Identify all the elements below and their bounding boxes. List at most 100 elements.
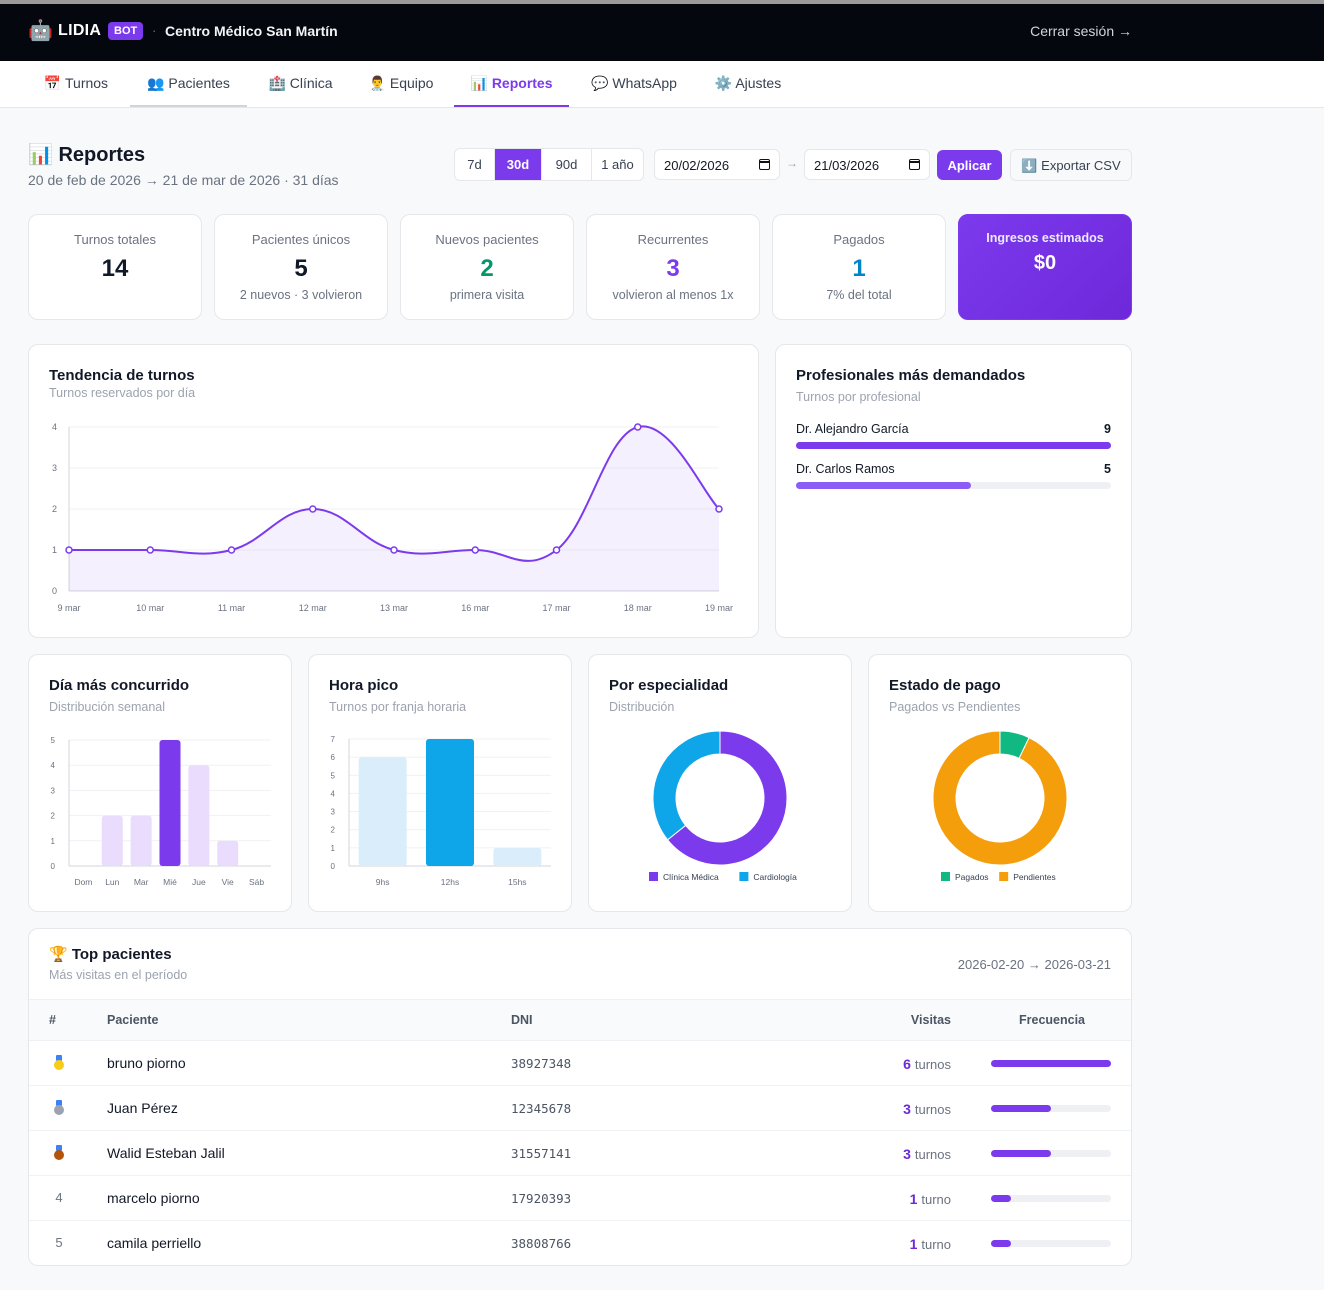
date-from-input[interactable]: 20/02/2026 [654,149,780,180]
professional-name: Dr. Alejandro García [796,422,909,436]
column-visits: Visitas [910,1013,951,1027]
column-dni: DNI [511,1013,533,1027]
trend-point [634,423,642,431]
legend-swatch [941,872,950,881]
trend-point [309,505,317,513]
bar [159,740,181,866]
calendar-icon[interactable] [909,159,920,170]
visits-unit: turno [921,1237,951,1252]
frequency-bar-track [991,1060,1111,1067]
range-1y-button[interactable]: 1 año [601,157,634,172]
y-tick-label: 3 [331,808,336,817]
table-row[interactable]: bruno piorno 38927348 6 turnos [29,1041,1131,1086]
card-subtitle: Más visitas en el período [49,968,188,982]
table-row[interactable]: 4 marcelo piorno 17920393 1 turno [29,1176,1131,1221]
table-row[interactable]: Walid Esteban Jalil 31557141 3 turnos [29,1131,1131,1176]
card-subtitle: Turnos por profesional [796,390,921,404]
bar [358,757,407,866]
patient-visits: 3 turnos [903,1146,951,1162]
bar [426,739,474,866]
frequency-bar [991,1105,1051,1112]
visits-unit: turnos [914,1147,951,1162]
stat-sub: 7% del total [826,288,892,302]
patient-dni: 12345678 [511,1101,572,1116]
busiest-day-card: Día más concurrido Distribución semanal … [28,654,292,912]
patient-visits: 1 turno [910,1236,951,1252]
range-selector: 7d 30d 90d 1 año [454,148,644,181]
column-patient: Paciente [107,1013,159,1027]
tab-clinica[interactable]: 🏥 Clínica [253,61,348,107]
card-subtitle: Pagados vs Pendientes [889,700,1021,714]
stat-sub: primera visita [449,288,525,302]
x-tick-label: 12 mar [299,603,327,613]
bar [188,765,210,866]
tab-reportes[interactable]: 📊 Reportes [454,61,569,107]
calendar-icon[interactable] [759,159,770,170]
trend-point [552,546,561,554]
trend-line [69,425,720,562]
top-patients-card: 🏆 Top pacientes Más visitas en el períod… [28,928,1132,1266]
tab-ajustes[interactable]: ⚙️ Ajustes [699,61,797,107]
y-tick-label: 0 [51,862,56,871]
tab-label: Pacientes [168,75,230,91]
table-row[interactable]: Juan Pérez 12345678 3 turnos [29,1086,1131,1131]
gear-icon: ⚙️ [714,75,733,91]
apply-button[interactable]: Aplicar [937,150,1002,180]
patient-visits: 6 turnos [903,1056,951,1072]
clinic-name: Centro Médico San Martín [165,23,338,39]
stat-label: Recurrentes [637,232,709,247]
table-row[interactable]: 5 camila perriello 38808766 1 turno [29,1221,1131,1265]
x-tick-label: Mar [134,877,149,887]
hospital-icon: 🏥 [268,75,286,91]
tab-pacientes[interactable]: 👥 Pacientes [130,61,247,107]
x-tick-label: Mié [163,877,177,887]
date-to-value: 21/03/2026 [814,158,880,173]
patient-name: Walid Esteban Jalil [107,1145,225,1161]
professional-row: Dr. Carlos Ramos 5 [796,462,1111,494]
professional-name: Dr. Carlos Ramos [796,462,895,476]
card-subtitle: Distribución [609,700,675,714]
visits-unit: turnos [914,1057,951,1072]
patient-dni: 38927348 [511,1056,572,1071]
logout-link[interactable]: Cerrar sesión → [1030,23,1132,39]
patient-name: marcelo piorno [107,1190,200,1206]
legend-swatch [649,872,658,881]
legend-label: Clínica Médica [663,872,719,882]
x-tick-label: 11 mar [218,603,245,613]
card-title: 🏆 Top pacientes [49,946,172,963]
silver-medal-icon [49,1100,69,1119]
date-to-input[interactable]: 21/03/2026 [804,149,930,180]
period-subtitle: 20 de feb de 2026 → 21 de mar de 2026 · … [28,172,339,188]
x-tick-label: 15hs [508,877,526,887]
tab-label: Reportes [491,75,553,91]
x-tick-label: 9 mar [57,603,80,613]
y-tick-label: 3 [51,786,56,795]
card-title: Por especialidad [609,677,729,694]
tab-turnos[interactable]: 📅 Turnos [28,61,124,107]
patient-dni: 31557141 [511,1146,572,1161]
visits-count: 6 [903,1056,911,1072]
bot-badge: BOT [108,22,144,40]
trend-card: Tendencia de turnos Turnos reservados po… [28,344,759,638]
range-90d-button[interactable]: 90d [542,149,592,180]
y-tick-label: 4 [52,422,57,432]
x-tick-label: 13 mar [380,603,408,613]
legend-swatch [999,872,1009,881]
date-from-value: 20/02/2026 [664,158,730,173]
export-csv-button[interactable]: ⬇️ Exportar CSV [1010,149,1132,181]
top-patients-range: 2026-02-20 → 2026-03-21 [957,957,1111,972]
tab-whatsapp[interactable]: 💬 WhatsApp [575,61,693,107]
stat-sub: 2 nuevos · 3 volvieron [239,288,363,302]
x-tick-label: Sáb [249,877,264,887]
frequency-bar-track [991,1195,1111,1202]
bronze-medal-icon [49,1145,69,1164]
stat-returning-patients: Recurrentes 3 volvieron al menos 1x [586,214,760,320]
x-tick-label: 12hs [441,877,459,887]
range-7d-button[interactable]: 7d [455,149,495,180]
range-30d-button[interactable]: 30d [495,149,542,180]
tab-equipo[interactable]: 👨‍⚕️ Equipo [354,61,448,107]
visits-count: 1 [909,1191,918,1207]
patient-name: camila perriello [107,1235,202,1251]
arrow-icon: → [786,156,798,170]
visits-unit: turno [921,1192,951,1207]
